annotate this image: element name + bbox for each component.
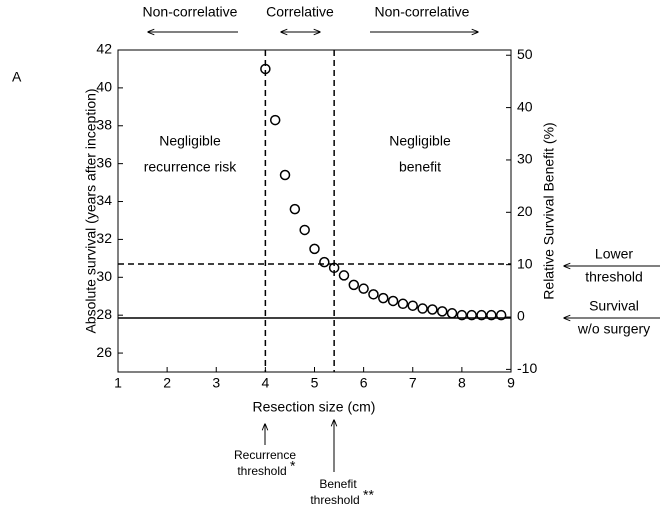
data-point: [417, 303, 428, 314]
data-point: [476, 309, 487, 321]
region-label: Negligible: [159, 133, 221, 149]
y-tick-label: 28: [96, 306, 112, 322]
data-point: [495, 309, 507, 321]
x-tick-label: 1: [114, 375, 122, 391]
x-tick-label: 2: [163, 375, 171, 391]
y-axis-label: Absolute survival (years after inception…: [83, 88, 99, 333]
x-tick-label: 4: [261, 375, 269, 391]
data-point: [456, 309, 468, 321]
data-point: [486, 309, 497, 321]
x-tick-label: 7: [409, 375, 417, 391]
y2-tick-label: 30: [517, 151, 533, 167]
x-tick-label: 9: [507, 375, 515, 391]
data-point: [407, 300, 418, 311]
data-point: [368, 289, 379, 300]
data-point: [319, 256, 330, 268]
data-point: [260, 63, 271, 75]
y-tick-label: 40: [96, 79, 112, 95]
threshold-label: threshold: [585, 269, 643, 285]
threshold-label: w/o surgery: [577, 321, 650, 337]
y2-tick-label: 40: [517, 98, 533, 114]
y-tick-label: 32: [96, 230, 112, 246]
data-point: [446, 308, 458, 319]
y-tick-label: 42: [96, 41, 112, 57]
data-point: [436, 306, 448, 317]
data-point: [466, 309, 477, 321]
region-label: recurrence risk: [144, 159, 238, 175]
data-point: [338, 270, 350, 281]
threshold-label: Survival: [589, 298, 639, 314]
plot-frame: [117, 49, 512, 373]
threshold-label: threshold: [310, 493, 359, 507]
data-point: [378, 292, 389, 304]
region-header: Non-correlative: [143, 4, 238, 20]
data-point: [427, 304, 438, 315]
region-label: Negligible: [389, 133, 451, 149]
threshold-label: Benefit: [319, 477, 357, 491]
data-point: [358, 283, 369, 294]
x-tick-label: 5: [311, 375, 319, 391]
data-point: [289, 203, 301, 215]
data-point: [299, 224, 310, 236]
threshold-label: Lower: [595, 246, 633, 262]
y-tick-label: 36: [96, 154, 112, 170]
x-tick-label: 6: [360, 375, 368, 391]
x-axis-label: Resection size (cm): [253, 399, 376, 415]
footnote-mark: **: [363, 487, 374, 503]
data-point: [387, 295, 399, 307]
region-label: benefit: [399, 159, 441, 175]
y2-axis-label: Relative Survival Benefit (%): [541, 122, 557, 299]
y-tick-label: 34: [96, 192, 112, 208]
data-point: [279, 169, 291, 181]
x-tick-label: 8: [458, 375, 466, 391]
threshold-label: Recurrence: [234, 448, 296, 462]
y2-tick-label: 10: [517, 255, 533, 271]
data-point: [397, 298, 409, 310]
data-point: [328, 262, 340, 274]
data-point: [309, 243, 320, 255]
region-header: Non-correlative: [375, 4, 470, 20]
y2-tick-label: 0: [517, 308, 525, 324]
data-point: [269, 114, 281, 126]
y2-tick-label: -10: [517, 360, 537, 376]
y2-tick-label: 20: [517, 203, 533, 219]
y-tick-label: 38: [96, 116, 112, 132]
y2-tick-label: 50: [517, 46, 533, 62]
data-point: [348, 279, 360, 291]
region-header: Correlative: [266, 4, 334, 20]
panel-label: A: [12, 69, 22, 85]
y-tick-label: 26: [96, 344, 112, 360]
footnote-mark: *: [290, 458, 296, 474]
threshold-label: threshold: [237, 464, 286, 478]
x-tick-label: 3: [212, 375, 220, 391]
y-tick-label: 30: [96, 268, 112, 284]
